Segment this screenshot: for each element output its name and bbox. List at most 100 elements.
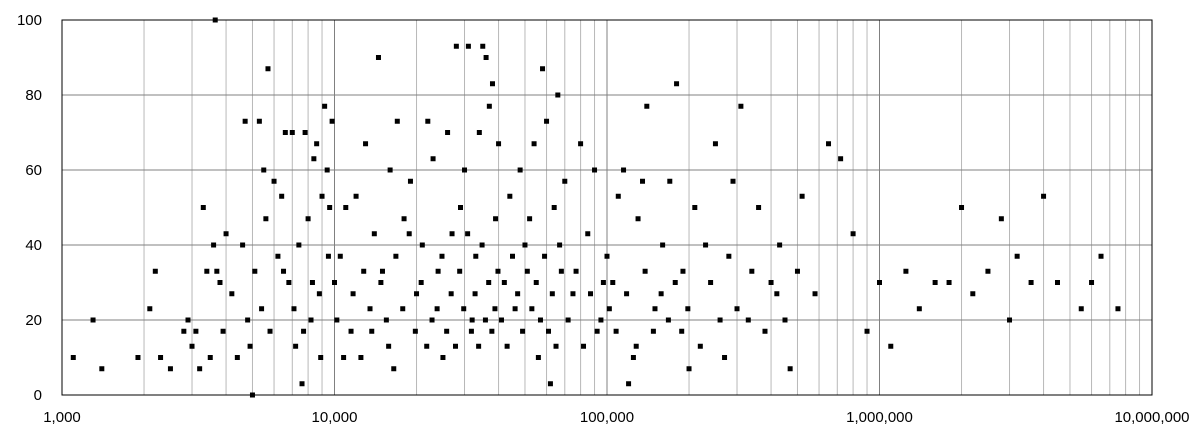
data-point [286,280,292,285]
data-point [667,178,673,184]
data-point [794,268,800,274]
data-point [782,317,788,323]
data-point [652,306,658,312]
data-point [367,306,373,312]
data-point [626,381,632,387]
x-tick-label: 1,000 [43,409,81,426]
data-point [734,306,740,312]
data-point [371,231,377,237]
y-tick-label: 40 [25,237,42,254]
data-point [762,328,768,334]
data-point [674,81,680,87]
data-point [998,216,1004,222]
y-tick-label: 80 [25,87,42,104]
data-point [522,242,528,248]
data-point [644,103,650,109]
data-point [259,306,265,312]
data-point [496,141,502,147]
data-point [507,193,513,199]
data-point [369,328,375,334]
data-point [777,242,783,248]
data-point [486,280,492,285]
data-point [425,118,431,124]
data-point [549,291,555,297]
data-point [515,291,521,297]
data-point [486,103,492,109]
data-point [537,317,543,323]
x-axis-tick-labels: 1,000 10,000 100,000 1,000,000 10,000,000 [43,409,1189,426]
data-point [311,156,317,162]
data-point [247,343,253,349]
data-point [633,343,639,349]
data-point [449,231,455,237]
data-point [211,242,217,248]
data-point [234,355,240,360]
data-point [322,103,328,109]
data-point [212,17,218,23]
data-point [378,280,384,285]
data-point [959,205,965,210]
data-point [547,381,553,387]
data-point [135,355,141,360]
data-point [293,343,299,349]
data-point [361,268,367,274]
data-point [341,355,347,360]
data-point [540,66,546,72]
data-point [462,167,468,173]
data-point [332,280,337,285]
data-point [730,178,736,184]
data-point [838,156,844,162]
data-point [558,268,564,274]
data-point [573,268,579,274]
data-point [220,328,226,334]
data-point [181,328,187,334]
data-point [469,317,475,323]
data-point [350,291,356,297]
data-point [217,280,223,285]
data-point [476,343,482,349]
data-point [337,253,343,259]
data-point [916,306,922,312]
y-tick-label: 100 [17,12,42,29]
data-point [970,291,976,297]
data-point [600,280,606,285]
data-point [468,328,474,334]
data-point [504,343,510,349]
data-point [394,118,400,124]
data-point [533,280,539,285]
data-point [594,328,600,334]
y-tick-label: 0 [34,387,42,404]
data-point [621,167,627,173]
data-point [692,205,698,210]
data-point [495,268,501,274]
data-point [445,130,451,135]
data-point [551,205,557,210]
data-point [473,253,479,259]
data-point [324,167,330,173]
data-point [745,317,751,323]
data-point [189,343,195,349]
data-point [578,141,584,147]
data-point [435,268,441,274]
data-point [265,66,271,72]
data-point [932,280,938,285]
data-point [325,253,331,259]
data-point [249,392,255,398]
data-point [334,317,340,323]
data-point [386,343,392,349]
data-point [279,193,285,199]
data-point [520,328,526,334]
data-point [440,355,446,360]
data-point [214,268,220,274]
data-point [223,231,229,237]
data-point [401,216,407,222]
data-point [476,130,482,135]
data-point [207,355,213,360]
data-point [296,242,302,248]
data-point [630,355,636,360]
data-point [308,317,314,323]
data-point [501,280,507,285]
y-tick-label: 20 [25,312,42,329]
data-point [774,291,780,297]
data-point [1014,253,1020,259]
